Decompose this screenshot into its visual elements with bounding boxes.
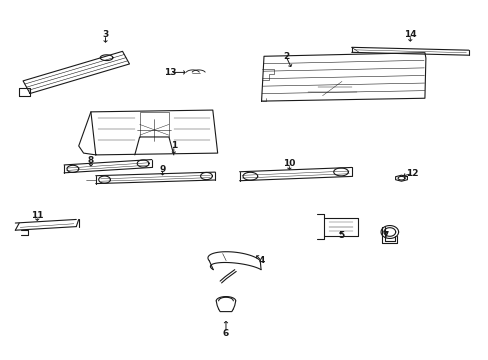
Text: 7: 7 (382, 231, 388, 240)
Text: 6: 6 (223, 329, 228, 338)
Text: 4: 4 (258, 256, 264, 265)
Text: 14: 14 (403, 30, 416, 39)
Text: 10: 10 (283, 159, 295, 168)
Text: 12: 12 (406, 169, 418, 178)
Text: 2: 2 (282, 52, 288, 61)
Text: 5: 5 (337, 231, 344, 240)
Text: 9: 9 (159, 165, 165, 174)
Text: 3: 3 (102, 30, 108, 39)
Text: 11: 11 (31, 211, 43, 220)
Text: 1: 1 (170, 141, 177, 150)
Text: 13: 13 (164, 68, 176, 77)
Text: 8: 8 (88, 156, 94, 165)
